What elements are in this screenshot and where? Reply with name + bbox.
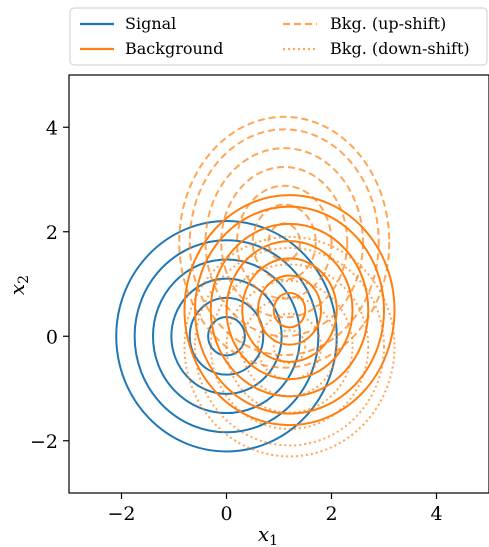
legend-label-up-shift: Bkg. (up-shift) xyxy=(330,14,446,33)
contour-signal-5 xyxy=(115,220,338,453)
contour-bkg-up-shift-0 xyxy=(267,222,301,263)
legend: Signal Background Bkg. (up-shift) Bkg. (… xyxy=(69,7,488,66)
x-tick-label: −2 xyxy=(107,503,135,525)
x-tick-label: 4 xyxy=(430,503,442,525)
contour-background-4 xyxy=(209,222,370,398)
contour-background-2 xyxy=(241,257,338,363)
contour-bkg-down-shift-6 xyxy=(183,235,396,458)
y-tick-label: 2 xyxy=(46,222,58,244)
contour-bkg-down-shift-3 xyxy=(225,279,354,414)
contour-bkg-down-shift-1 xyxy=(257,312,322,381)
y-tick-label: 0 xyxy=(46,326,58,348)
contour-bkg-down-shift-5 xyxy=(194,246,385,447)
legend-label-down-shift: Bkg. (down-shift) xyxy=(330,39,470,58)
contour-bkg-up-shift-4 xyxy=(204,147,364,338)
contour-bkg-down-shift-4 xyxy=(209,263,370,430)
legend-label-signal: Signal xyxy=(125,14,176,33)
contour-bkg-up-shift-5 xyxy=(188,128,380,357)
contour-background-6 xyxy=(183,194,396,427)
contour-background-0 xyxy=(272,291,307,329)
contour-layer xyxy=(115,115,396,458)
y-tick-label: 4 xyxy=(46,117,58,139)
axis-ticks: −2 0 2 4 −2 0 2 4 xyxy=(30,117,443,525)
contour-bkg-down-shift-2 xyxy=(241,296,338,398)
legend-label-background: Background xyxy=(125,39,223,58)
x-tick-label: 0 xyxy=(220,503,232,525)
y-tick-label: −2 xyxy=(30,431,58,453)
contour-bkg-up-shift-3 xyxy=(220,165,349,319)
y-axis-label: x2 xyxy=(5,275,32,295)
legend-box xyxy=(69,7,488,66)
plot-frame xyxy=(68,74,489,494)
contour-bkg-up-shift-6 xyxy=(178,115,391,369)
contour-bkg-down-shift-0 xyxy=(272,329,307,365)
x-tick-label: 2 xyxy=(325,503,337,525)
x-axis-label: x1 xyxy=(258,522,278,547)
contour-signal-4 xyxy=(133,239,320,434)
